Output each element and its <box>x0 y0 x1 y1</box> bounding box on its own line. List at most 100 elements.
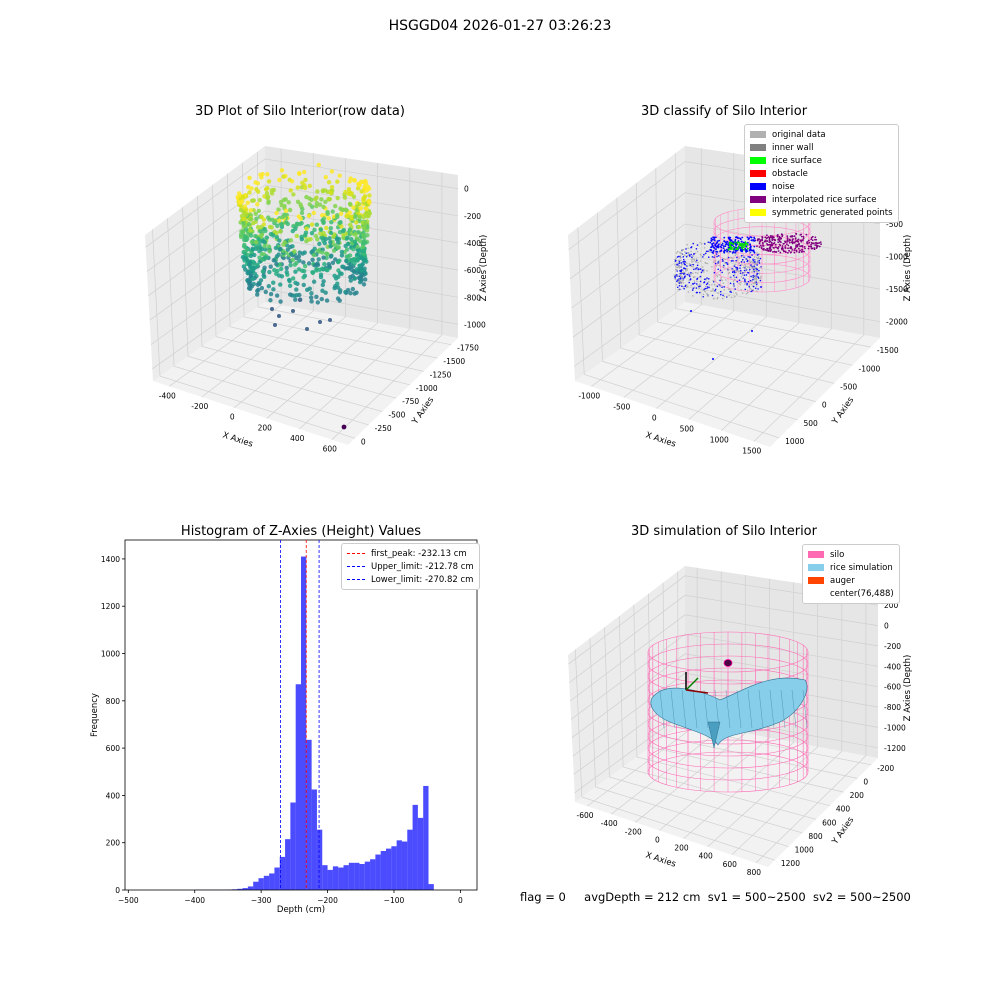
classified-point <box>745 265 747 268</box>
rice-mesh-line <box>780 689 786 729</box>
raw-point <box>278 199 284 205</box>
interpolated-point <box>779 244 782 247</box>
raw-point <box>344 214 349 219</box>
raw-point <box>249 239 255 245</box>
raw-point <box>273 257 278 263</box>
noise-point <box>748 237 750 240</box>
classified-point <box>680 276 682 279</box>
classified-point <box>753 275 756 278</box>
classified-point <box>694 276 696 278</box>
interpolated-point <box>800 233 803 236</box>
raw-point <box>261 273 266 278</box>
raw-point <box>251 220 256 226</box>
simulation-silo-ring <box>647 727 809 769</box>
raw-point <box>344 254 349 259</box>
classified-point <box>713 271 716 274</box>
noise-point <box>733 246 736 249</box>
raw-point <box>362 266 367 271</box>
classified-point <box>728 247 731 250</box>
classified-point <box>692 265 694 268</box>
raw-point <box>249 198 255 203</box>
noise-point <box>729 239 732 241</box>
classify-z-axis-label: Z Axies (Depth) <box>903 235 913 302</box>
interpolated-point <box>771 239 774 242</box>
raw-point <box>354 237 360 242</box>
raw-point <box>249 268 255 274</box>
classified-point <box>711 256 714 258</box>
rice-mesh-line <box>692 689 698 729</box>
histogram-bar <box>412 804 418 890</box>
classified-point <box>678 288 680 291</box>
classified-point <box>747 280 750 283</box>
noise-point <box>714 243 717 246</box>
histogram-x-tick-label: −400 <box>184 896 205 905</box>
raw-point <box>257 248 262 254</box>
interpolated-point <box>791 235 793 238</box>
classified-point <box>694 252 697 255</box>
rice-surface-point <box>736 248 739 251</box>
classified-point <box>736 258 739 261</box>
interpolated-point <box>815 238 818 241</box>
classified-point <box>720 249 723 251</box>
noise-point <box>728 237 731 240</box>
raw-point <box>331 248 337 253</box>
classified-point <box>695 258 698 260</box>
classified-point <box>704 243 706 245</box>
classified-point <box>752 258 754 261</box>
classified-point <box>754 276 757 279</box>
interpolated-point <box>790 246 792 248</box>
histogram-x-tick-label: 0 <box>458 896 463 905</box>
rice-surface-point <box>742 244 745 247</box>
raw-point <box>320 247 325 252</box>
raw-point <box>361 219 366 225</box>
noise-point <box>731 244 734 247</box>
classified-point <box>755 256 758 259</box>
classified-point <box>676 280 678 283</box>
raw-point <box>350 214 355 219</box>
interpolated-point <box>770 241 773 244</box>
avg-depth-text: avgDepth = 212 cm <box>584 890 701 904</box>
raw-point <box>328 226 334 231</box>
simulation-silo-ring <box>647 643 809 685</box>
raw-point <box>359 253 364 259</box>
raw-point <box>360 261 365 267</box>
raw-point <box>239 213 245 219</box>
legend-label: interpolated rice surface <box>772 194 877 205</box>
classified-point <box>751 267 754 269</box>
classified-point <box>697 268 700 271</box>
interpolated-point <box>766 247 769 250</box>
classified-point <box>683 272 686 275</box>
raw-z-tick-label: -1000 <box>464 320 486 329</box>
classified-point <box>677 280 680 283</box>
classified-point <box>745 268 748 270</box>
classified-point <box>756 262 758 264</box>
classified-point <box>744 270 747 272</box>
raw-z-tick-label: 0 <box>464 185 469 194</box>
classified-point <box>742 272 744 274</box>
raw-point <box>342 195 348 200</box>
histogram-bar <box>253 881 259 890</box>
interpolated-point <box>788 238 791 241</box>
classified-point <box>721 279 724 282</box>
raw-point <box>247 286 253 292</box>
classified-point <box>683 287 685 290</box>
classified-point <box>746 246 749 249</box>
raw-x-tick-label: 400 <box>290 434 305 443</box>
interpolated-point <box>776 233 779 236</box>
noise-point <box>734 236 737 239</box>
raw-point <box>241 233 246 239</box>
noise-point <box>722 247 725 250</box>
raw-point <box>363 271 368 276</box>
classified-point <box>688 264 691 267</box>
raw-point <box>266 215 271 220</box>
classified-point <box>676 274 678 276</box>
histogram-y-tick-label: 400 <box>106 791 121 800</box>
interpolated-point <box>779 240 781 243</box>
raw-point <box>251 198 257 203</box>
raw-point <box>335 179 340 184</box>
raw-point <box>250 261 256 266</box>
noise-point <box>740 240 743 243</box>
simulation-z-gridline <box>569 594 879 683</box>
simulation-z-tick-label: 0 <box>884 622 889 631</box>
classified-point <box>712 279 715 282</box>
